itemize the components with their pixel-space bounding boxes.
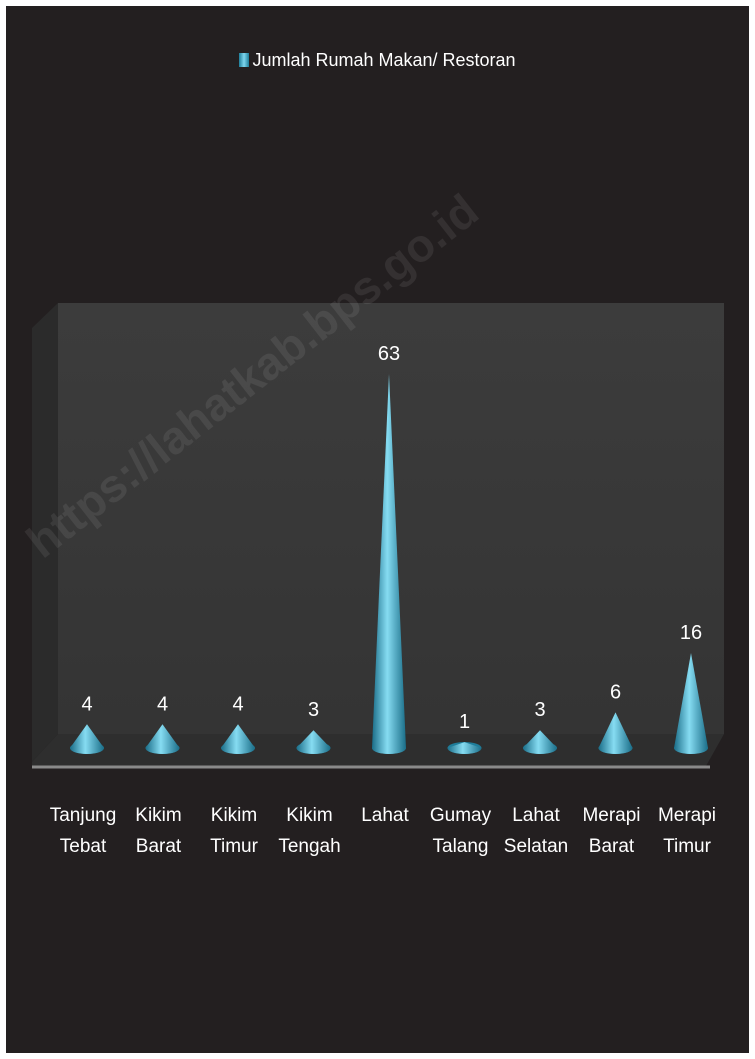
cone-bar [70, 724, 104, 754]
data-label: 1 [459, 711, 470, 733]
category-label: Lahat Selatan [503, 805, 569, 857]
data-label: 16 [680, 622, 702, 644]
data-label-group: 4 4 4 3 63 1 3 6 16 [81, 343, 702, 733]
cone-bar [523, 730, 557, 754]
category-label: Kikim Tengah [278, 805, 341, 857]
category-label: Gumay Talang [429, 805, 492, 857]
data-label: 3 [534, 699, 545, 721]
legend-label: Jumlah Rumah Makan/ Restoran [252, 50, 516, 70]
cone-bar [372, 374, 406, 754]
data-label: 6 [610, 681, 621, 703]
category-label: Tanjung Tebat [49, 805, 117, 857]
chart-area: 4 4 4 3 63 1 3 6 16 Jumlah Rumah Makan/ Restoran… [6, 6, 749, 1053]
data-label: 4 [157, 693, 168, 715]
cone-bar [221, 724, 255, 754]
category-label: Kikim Barat [135, 805, 182, 857]
cone-bar [145, 724, 180, 754]
category-label: Merapi Timur [657, 805, 717, 857]
cone-bar [296, 730, 331, 754]
cone-bar [447, 742, 482, 754]
data-label: 63 [378, 343, 400, 365]
cone-bar [598, 712, 633, 754]
category-label: Merapi Barat [582, 805, 641, 857]
category-label: Lahat [361, 805, 409, 826]
side-wall [32, 303, 58, 762]
cone-series [70, 374, 708, 754]
legend-swatch [239, 53, 250, 67]
data-label: 4 [232, 693, 243, 715]
chart-canvas: 4 4 4 3 63 1 3 6 16 [32, 303, 724, 769]
data-label: 3 [308, 699, 319, 721]
data-label: 4 [81, 693, 92, 715]
legend: Jumlah Rumah Makan/ Restoran [6, 50, 749, 71]
category-label: Kikim Timur [210, 805, 258, 857]
cone-bar [674, 653, 708, 754]
